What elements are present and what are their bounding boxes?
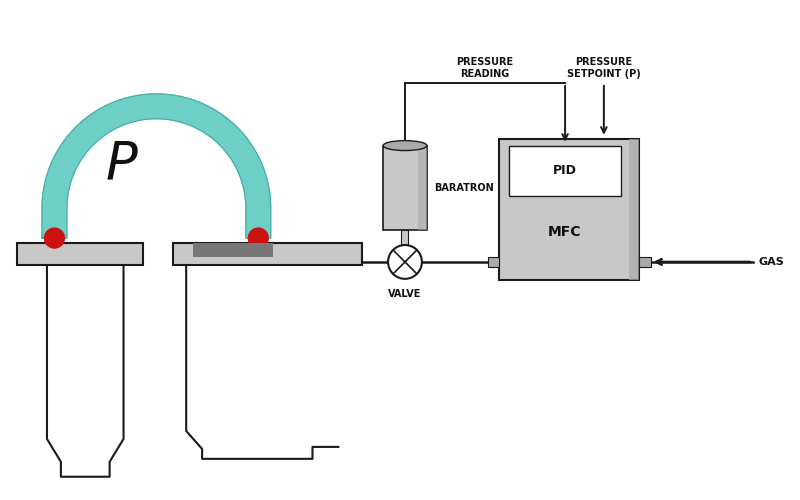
Bar bbox=[629, 138, 638, 280]
Circle shape bbox=[388, 245, 422, 279]
Text: PID: PID bbox=[553, 164, 577, 177]
Text: PRESSURE
READING: PRESSURE READING bbox=[457, 58, 514, 79]
Bar bbox=[402, 230, 409, 262]
Bar bbox=[174, 243, 362, 265]
Bar bbox=[418, 146, 427, 230]
Text: VALVE: VALVE bbox=[388, 289, 422, 299]
Text: GAS: GAS bbox=[759, 257, 785, 267]
Ellipse shape bbox=[383, 140, 427, 150]
Bar bbox=[193, 243, 273, 257]
Bar bbox=[487, 257, 499, 267]
Circle shape bbox=[248, 228, 268, 248]
Bar bbox=[383, 146, 427, 230]
Text: BARATRON: BARATRON bbox=[434, 183, 494, 193]
Bar bbox=[638, 257, 650, 267]
Bar bbox=[510, 146, 621, 196]
Text: MFC: MFC bbox=[547, 225, 581, 239]
Bar bbox=[499, 138, 638, 280]
Text: $P$: $P$ bbox=[105, 140, 138, 191]
Polygon shape bbox=[42, 94, 270, 238]
Circle shape bbox=[45, 228, 64, 248]
Text: PRESSURE
SETPOINT (P): PRESSURE SETPOINT (P) bbox=[567, 58, 641, 79]
Bar bbox=[17, 243, 143, 265]
